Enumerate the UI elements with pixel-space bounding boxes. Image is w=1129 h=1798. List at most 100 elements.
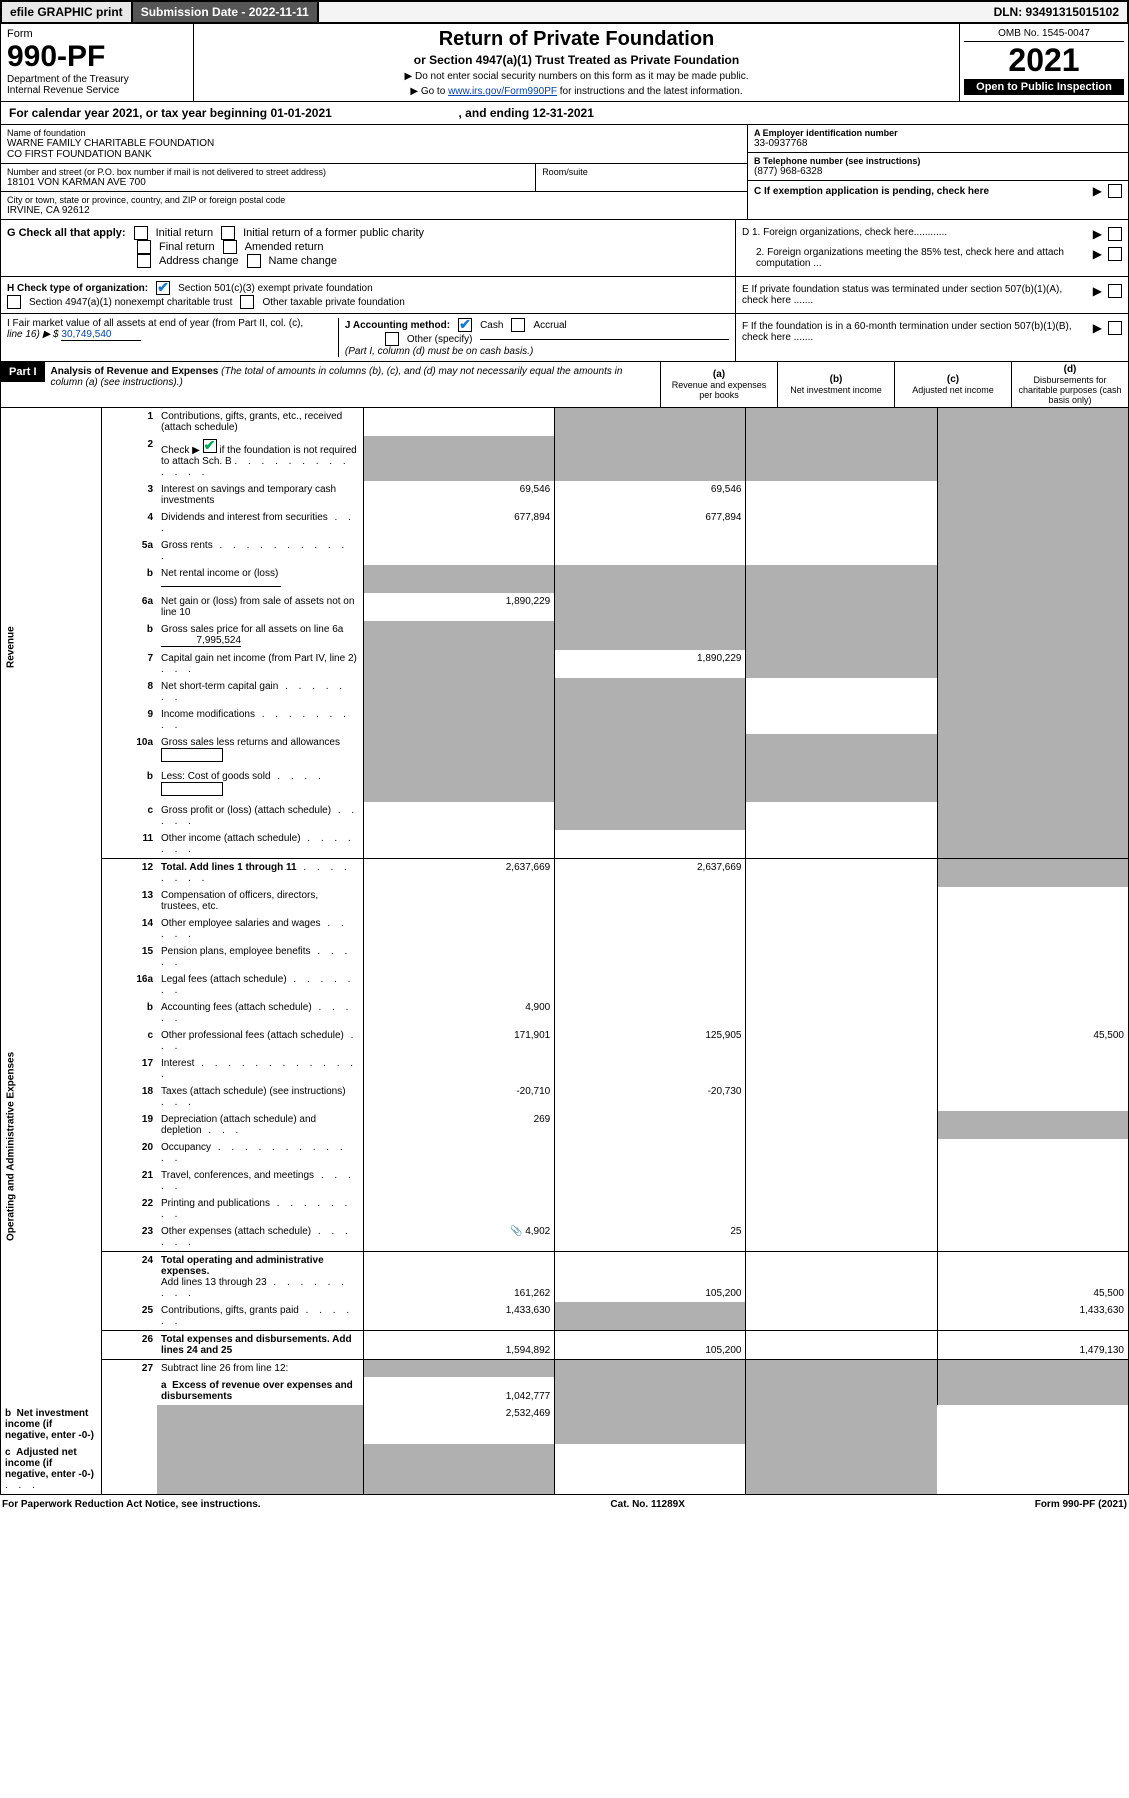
table-row: 6aNet gain or (loss) from sale of assets… (1, 593, 1129, 621)
instructions-link[interactable]: www.irs.gov/Form990PF (448, 86, 557, 97)
h-501-checkbox[interactable] (156, 281, 170, 295)
year-box: OMB No. 1545-0047 2021 Open to Public In… (960, 24, 1128, 101)
addr-row: Number and street (or P.O. box number if… (1, 164, 747, 192)
amt: 161,262 (364, 1252, 555, 1303)
line-desc: Contributions, gifts, grants paid . . . … (157, 1302, 364, 1331)
line-no: 22 (102, 1195, 157, 1223)
e-checkbox[interactable] (1108, 284, 1122, 298)
amt: -20,710 (364, 1083, 555, 1111)
amt: 1,594,892 (364, 1331, 555, 1360)
amt: 105,200 (555, 1252, 746, 1303)
attachment-icon[interactable]: 📎 (510, 1226, 522, 1237)
table-row: 18Taxes (attach schedule) (see instructi… (1, 1083, 1129, 1111)
col-c: (c) (898, 374, 1008, 385)
g-amended-checkbox[interactable] (223, 240, 237, 254)
amt: 1,433,630 (364, 1302, 555, 1331)
line-desc: Accounting fees (attach schedule) . . . … (157, 999, 364, 1027)
line-desc: c Adjusted net income (if negative, ente… (1, 1444, 102, 1495)
h-e-row: H Check type of organization: Section 50… (0, 277, 1129, 314)
calendar-year: For calendar year 2021, or tax year begi… (0, 102, 1129, 125)
l15: Pension plans, employee benefits (161, 946, 311, 957)
line-desc: Depreciation (attach schedule) and deple… (157, 1111, 364, 1139)
g-name: Name change (269, 255, 338, 267)
l11: Other income (attach schedule) (161, 833, 301, 844)
arrow-icon: ▶ (1093, 247, 1102, 261)
table-row: 7Capital gain net income (from Part IV, … (1, 650, 1129, 678)
l27a: Excess of revenue over expenses and disb… (161, 1380, 353, 1402)
g-initial-checkbox[interactable] (134, 226, 148, 240)
instr-2-pre: ▶ Go to (410, 86, 448, 97)
l23a: 4,902 (525, 1226, 550, 1237)
h-other-checkbox[interactable] (240, 295, 254, 309)
col-a: (a) (664, 369, 774, 380)
l16a: Legal fees (attach schedule) (161, 974, 287, 985)
line-no: 8 (102, 678, 157, 706)
j-label: J Accounting method: (345, 320, 450, 331)
g-name-checkbox[interactable] (247, 254, 261, 268)
d2-checkbox[interactable] (1108, 247, 1122, 261)
table-row: 25Contributions, gifts, grants paid . . … (1, 1302, 1129, 1331)
l6b-pre: Gross sales price for all assets on line… (161, 624, 343, 635)
lines-table: Revenue 1 Contributions, gifts, grants, … (0, 408, 1129, 1495)
table-row: 15Pension plans, employee benefits . . .… (1, 943, 1129, 971)
foundation-name: WARNE FAMILY CHARITABLE FOUNDATION CO FI… (7, 138, 741, 160)
e-label: E If private foundation status was termi… (742, 284, 1087, 306)
table-row: 26Total expenses and disbursements. Add … (1, 1331, 1129, 1360)
col-b: (b) (781, 374, 891, 385)
table-row: bGross sales price for all assets on lin… (1, 621, 1129, 650)
line-desc: Net rental income or (loss) (157, 565, 364, 593)
line-desc: Total expenses and disbursements. Add li… (157, 1331, 364, 1360)
line-no: 6a (102, 593, 157, 621)
col-b-t: Net investment income (781, 385, 891, 395)
amt: 1,479,130 (937, 1331, 1128, 1360)
table-row: c Adjusted net income (if negative, ente… (1, 1444, 1129, 1495)
g-addr-checkbox[interactable] (137, 254, 151, 268)
col-d-head: (d)Disbursements for charitable purposes… (1011, 362, 1128, 407)
g-initial-former-checkbox[interactable] (221, 226, 235, 240)
line-desc: Subtract line 26 from line 12: (157, 1360, 364, 1378)
col-a-head: (a)Revenue and expenses per books (660, 362, 777, 407)
efile-button[interactable]: efile GRAPHIC print (2, 2, 133, 22)
line-desc: Gross profit or (loss) (attach schedule)… (157, 802, 364, 830)
table-row: 21Travel, conferences, and meetings . . … (1, 1167, 1129, 1195)
l12: Total. Add lines 1 through 11 (161, 862, 297, 873)
col-b-head: (b)Net investment income (777, 362, 894, 407)
f-checkbox[interactable] (1108, 321, 1122, 335)
line-no: 17 (102, 1055, 157, 1083)
j-accrual-checkbox[interactable] (511, 318, 525, 332)
h-501: Section 501(c)(3) exempt private foundat… (178, 283, 373, 294)
form-ref: Form 990-PF (2021) (1035, 1499, 1127, 1510)
line-no: 13 (102, 887, 157, 915)
schb-checkbox[interactable] (203, 439, 217, 453)
header: Form 990-PF Department of the Treasury I… (0, 24, 1129, 102)
arrow-icon: ▶ (1093, 284, 1102, 298)
d1-checkbox[interactable] (1108, 227, 1122, 241)
part1-label: Part I (1, 362, 45, 382)
g-amended: Amended return (245, 241, 324, 253)
line-no: 24 (102, 1252, 157, 1303)
form-number: 990-PF (7, 40, 187, 74)
line-no: 23 (102, 1223, 157, 1252)
j-other-checkbox[interactable] (385, 332, 399, 346)
h-4947-checkbox[interactable] (7, 295, 21, 309)
dln: DLN: 93491315015102 (986, 2, 1127, 22)
amt: 1,890,229 (364, 593, 555, 621)
l27b: Net investment income (if negative, ente… (5, 1408, 94, 1441)
line-no: 5a (102, 537, 157, 565)
form-title: Return of Private Foundation (200, 28, 953, 51)
g-final-checkbox[interactable] (137, 240, 151, 254)
ij-f-row: I Fair market value of all assets at end… (0, 314, 1129, 362)
line-desc: Dividends and interest from securities .… (157, 509, 364, 537)
l26: Total expenses and disbursements. Add li… (161, 1334, 352, 1356)
line-no: 4 (102, 509, 157, 537)
table-row: 24Total operating and administrative exp… (1, 1252, 1129, 1303)
col-d: (d) (1015, 364, 1125, 375)
j-cash-checkbox[interactable] (458, 318, 472, 332)
line-desc: Capital gain net income (from Part IV, l… (157, 650, 364, 678)
amt: 4,900 (364, 999, 555, 1027)
l16c: Other professional fees (attach schedule… (161, 1030, 344, 1041)
part1-title: Analysis of Revenue and Expenses (51, 366, 219, 377)
l10a: Gross sales less returns and allowances (161, 737, 340, 748)
name-label: Name of foundation (7, 128, 741, 138)
c-checkbox[interactable] (1108, 184, 1122, 198)
